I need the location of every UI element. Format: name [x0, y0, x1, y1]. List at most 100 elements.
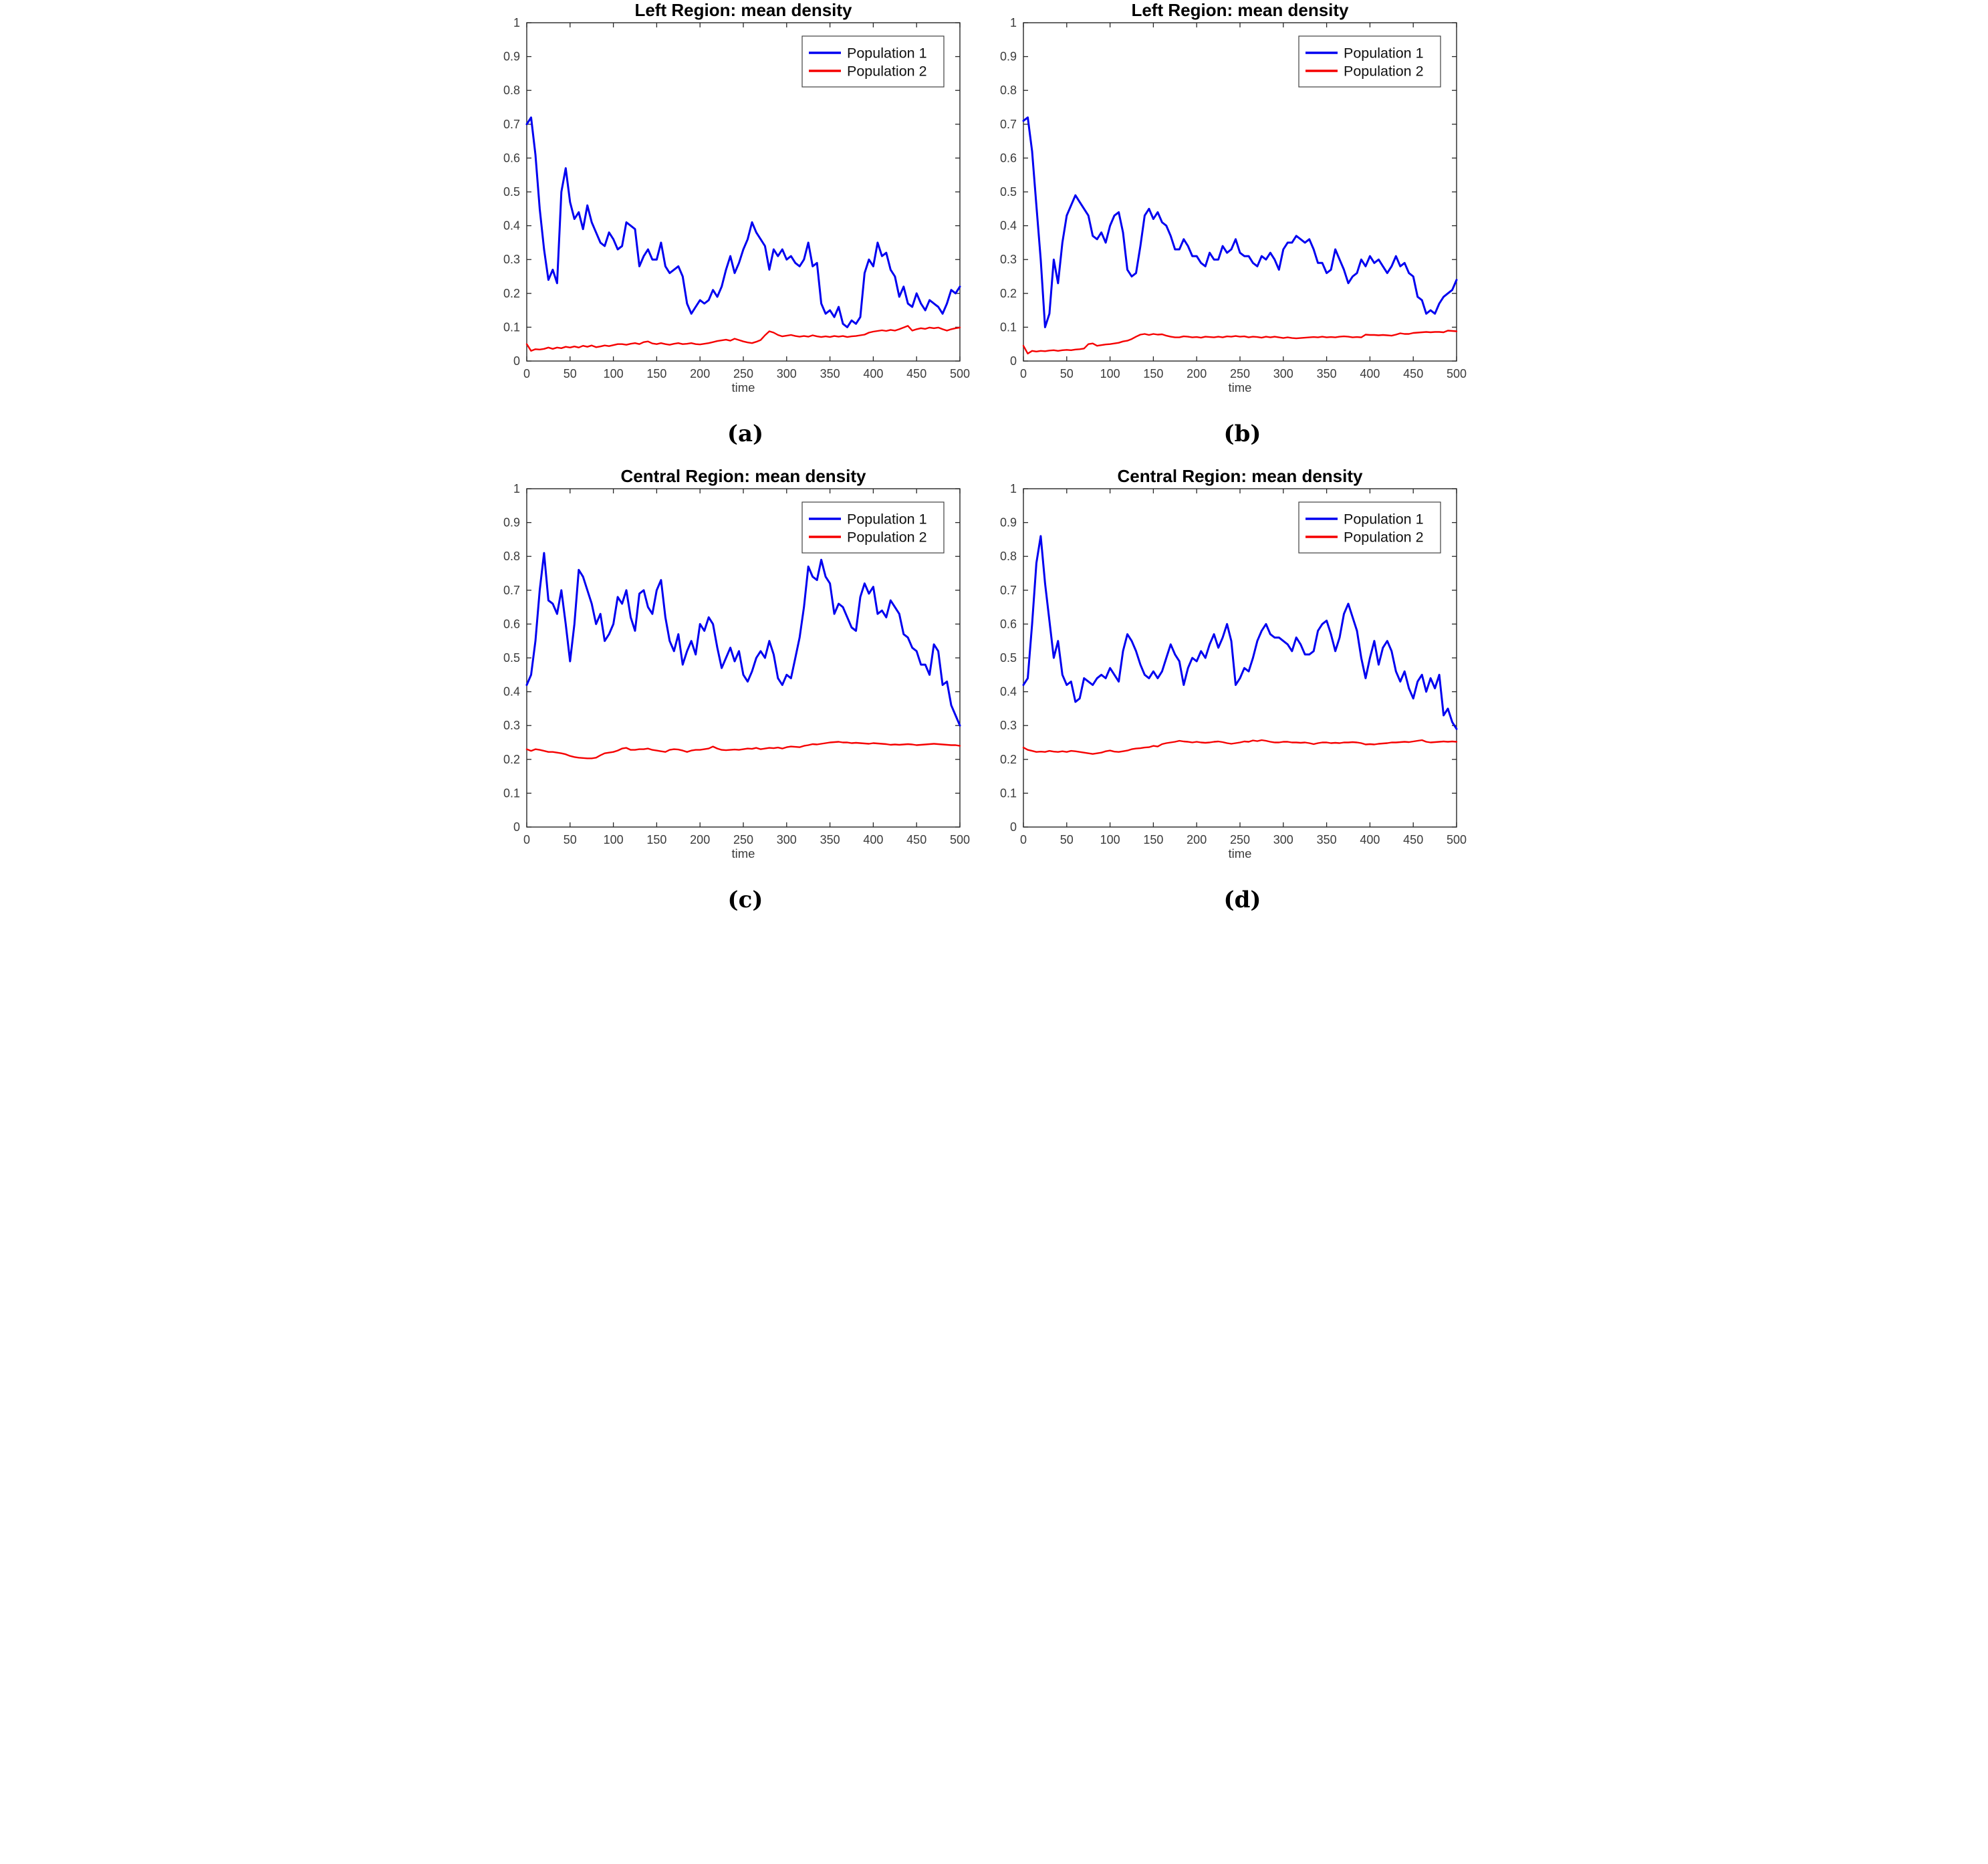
y-tick-label: 0.7	[1000, 584, 1017, 597]
x-tick-label: 250	[1230, 833, 1250, 846]
x-tick-label: 200	[690, 833, 710, 846]
x-tick-label: 50	[563, 367, 576, 380]
y-tick-label: 0	[513, 354, 519, 368]
x-tick-label: 500	[1447, 833, 1467, 846]
chart-title: Central Region: mean density	[620, 466, 866, 486]
x-axis-label: time	[731, 846, 755, 860]
x-tick-label: 300	[1273, 367, 1293, 380]
subfigure-label-d: (d)	[1223, 886, 1261, 913]
figure-page: 0 50 100 150 200 250 300 350 400 450 500 0 0.1 0.2 0.3…	[497, 0, 1491, 932]
x-tick-label: 400	[1360, 833, 1380, 846]
x-tick-label: 500	[949, 367, 969, 380]
x-tick-label: 500	[1447, 367, 1467, 380]
series-line-population-2	[525, 741, 961, 760]
y-tick-label: 1	[513, 482, 519, 495]
x-axis-label: time	[1229, 846, 1252, 860]
y-tick-label: 0.4	[503, 685, 519, 699]
chart-title: Left Region: mean density	[634, 0, 852, 20]
y-tick-label: 0	[1010, 354, 1017, 368]
y-tick-label: 0.7	[503, 118, 519, 131]
y-tick-label: 0.5	[503, 185, 519, 199]
x-tick-label: 250	[733, 367, 753, 380]
x-tick-label: 100	[1100, 367, 1120, 380]
x-tick-label: 350	[820, 367, 840, 380]
y-tick-label: 0.4	[1000, 219, 1017, 233]
legend-entry-label: Population 2	[847, 530, 927, 546]
subfigure-label-a: (a)	[727, 420, 764, 447]
panel-a: 0 50 100 150 200 250 300 350 400 450 500 0 0.1 0.2 0.3…	[497, 0, 994, 466]
y-tick-label: 0.8	[1000, 84, 1017, 97]
x-tick-label: 300	[1273, 833, 1293, 846]
y-tick-label: 0.1	[503, 320, 519, 334]
legend-entry-label: Population 1	[847, 511, 927, 528]
x-tick-label: 150	[1143, 367, 1163, 380]
y-tick-label: 0.2	[1000, 753, 1017, 766]
x-tick-label: 400	[1360, 367, 1380, 380]
x-tick-label: 500	[949, 833, 969, 846]
y-tick-label: 0	[1010, 820, 1017, 834]
x-tick-label: 100	[603, 833, 623, 846]
y-tick-label: 0.3	[1000, 253, 1017, 266]
y-tick-label: 0.5	[1000, 651, 1017, 665]
panel-c: 0 50 100 150 200 250 300 350 400 450 500 0 0.1 0.2 0.3…	[497, 466, 994, 932]
y-tick-label: 0.6	[1000, 617, 1017, 630]
legend-entry-label: Population 1	[1344, 45, 1424, 62]
chart-central-region-c: 0 50 100 150 200 250 300 350 400 450 500 0 0.1 0.2 0.3…	[503, 466, 969, 860]
x-tick-label: 400	[863, 833, 883, 846]
x-tick-label: 350	[820, 833, 840, 846]
series-line-population-1	[1022, 116, 1458, 328]
y-tick-label: 0.1	[1000, 320, 1017, 334]
y-tick-label: 1	[1010, 16, 1017, 29]
x-tick-label: 0	[1020, 833, 1027, 846]
y-tick-label: 0.6	[503, 151, 519, 164]
series-line-population-1	[525, 116, 961, 328]
y-tick-label: 0.8	[503, 84, 519, 97]
legend-entry-label: Population 2	[847, 64, 927, 80]
y-tick-label: 0.9	[1000, 516, 1017, 530]
x-tick-label: 200	[690, 367, 710, 380]
y-tick-label: 0.9	[503, 50, 519, 64]
legend-entry-label: Population 2	[1344, 530, 1424, 546]
series-line-population-2	[1022, 330, 1458, 355]
chart-left-region-b: 0 50 100 150 200 250 300 350 400 450 500 0 0.1 0.2 0.3…	[1000, 0, 1467, 394]
chart-central-region-d: 0 50 100 150 200 250 300 350 400 450 500 0 0.1 0.2 0.3…	[1000, 466, 1467, 860]
x-tick-label: 350	[1317, 833, 1337, 846]
x-tick-label: 50	[1060, 833, 1074, 846]
x-tick-label: 150	[646, 833, 666, 846]
panel-b: 0 50 100 150 200 250 300 350 400 450 500 0 0.1 0.2 0.3…	[994, 0, 1491, 466]
y-tick-label: 0.1	[503, 786, 519, 800]
y-tick-label: 1	[1010, 482, 1017, 495]
legend-box	[801, 501, 945, 554]
x-tick-label: 100	[603, 367, 623, 380]
y-tick-label: 0.3	[1000, 719, 1017, 732]
x-tick-label: 250	[1230, 367, 1250, 380]
x-tick-label: 200	[1187, 833, 1207, 846]
y-tick-label: 0	[513, 820, 519, 834]
x-tick-label: 150	[646, 367, 666, 380]
y-tick-label: 0.9	[503, 516, 519, 530]
x-axis-label: time	[1229, 380, 1252, 394]
y-tick-label: 0.2	[503, 287, 519, 300]
x-tick-label: 150	[1143, 833, 1163, 846]
x-tick-label: 0	[1020, 367, 1027, 380]
subfigure-label-b: (b)	[1223, 420, 1261, 447]
y-tick-label: 0.8	[503, 550, 519, 563]
x-tick-label: 100	[1100, 833, 1120, 846]
x-tick-label: 450	[906, 367, 926, 380]
x-tick-label: 200	[1187, 367, 1207, 380]
y-tick-label: 0.4	[1000, 685, 1017, 699]
x-tick-label: 0	[523, 367, 529, 380]
series-line-population-1	[1022, 535, 1458, 730]
x-tick-label: 300	[776, 833, 796, 846]
subplot-grid: 0 50 100 150 200 250 300 350 400 450 500 0 0.1 0.2 0.3…	[497, 0, 1491, 932]
y-tick-label: 0.4	[503, 219, 519, 233]
x-tick-label: 400	[863, 367, 883, 380]
series-line-population-2	[1022, 739, 1458, 755]
series-line-population-1	[525, 552, 961, 727]
subfigure-label-c: (c)	[727, 886, 763, 913]
y-tick-label: 0.7	[503, 584, 519, 597]
panel-d: 0 50 100 150 200 250 300 350 400 450 500 0 0.1 0.2 0.3…	[994, 466, 1491, 932]
y-tick-label: 0.5	[503, 651, 519, 665]
chart-title: Central Region: mean density	[1118, 466, 1363, 486]
chart-left-region-a: 0 50 100 150 200 250 300 350 400 450 500 0 0.1 0.2 0.3…	[503, 0, 969, 394]
